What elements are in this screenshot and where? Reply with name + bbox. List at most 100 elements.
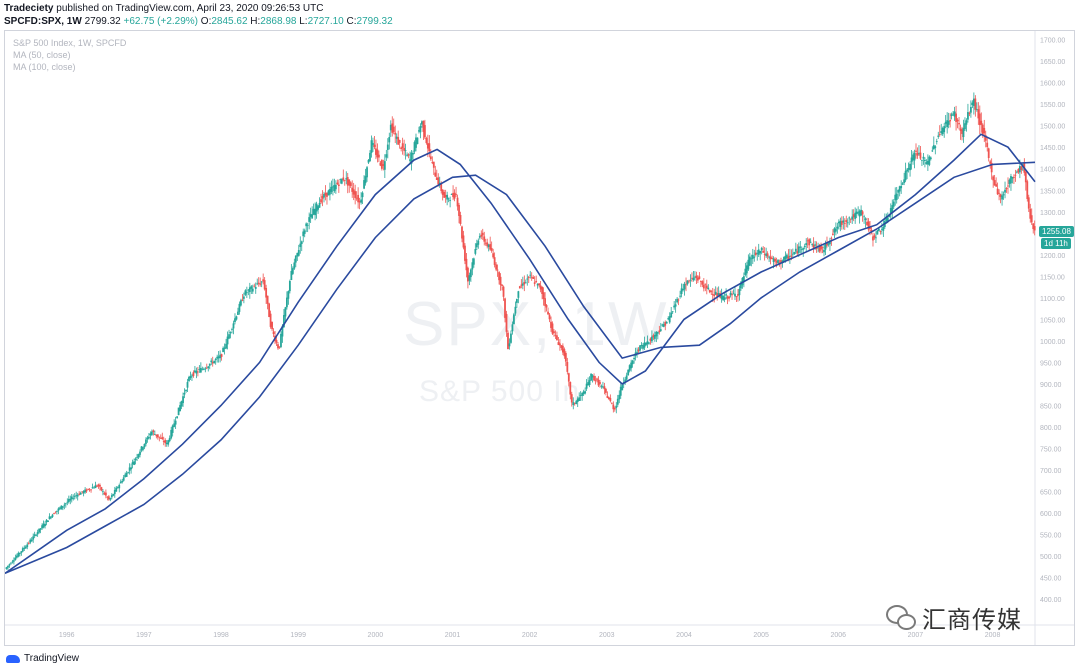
candle-body — [909, 163, 911, 171]
price-chart[interactable]: 400.00 450.00 500.00 550.00 600.00 650.00 700.… — [5, 31, 1074, 645]
candle-body — [18, 552, 21, 555]
y-tick-label: 1350.00 — [1040, 188, 1065, 195]
y-tick-label: 500.00 — [1040, 554, 1062, 561]
candle-body — [379, 162, 382, 166]
candle-body — [631, 360, 634, 365]
candle-body — [127, 471, 130, 473]
legend-ma100[interactable]: MA (100, close) — [13, 62, 76, 72]
candle-body — [662, 324, 665, 327]
candle-body — [198, 369, 201, 370]
candle-body — [346, 177, 349, 186]
candle-body — [407, 154, 410, 156]
candle-body — [581, 392, 584, 396]
candle-body — [188, 377, 190, 382]
chart-area[interactable]: SPX, 1W S&P 500 In 400.00 450.00 500.00 550… — [4, 30, 1075, 646]
candle-body — [437, 177, 440, 185]
candle-body — [551, 323, 554, 334]
candle-body — [462, 235, 465, 248]
candle-body — [177, 407, 180, 416]
candle-body — [487, 244, 490, 247]
candle-body — [1024, 171, 1027, 183]
candle-body — [956, 119, 959, 122]
candle-body — [866, 221, 868, 226]
candle-body — [771, 258, 773, 260]
candle-body — [323, 194, 325, 198]
candle-body — [467, 267, 469, 282]
candle-body — [327, 190, 330, 196]
candle-body — [812, 244, 815, 248]
candle-body — [97, 484, 100, 487]
candle-body — [788, 255, 791, 257]
candle-body — [986, 142, 989, 148]
candle-body — [404, 150, 407, 152]
candle-body — [64, 503, 67, 505]
candle-body — [305, 223, 308, 227]
candle-body — [998, 192, 1000, 194]
candle-body — [916, 152, 919, 156]
candle-body — [208, 363, 211, 366]
candle-body — [403, 147, 406, 151]
candle-body — [995, 184, 998, 187]
legend-ma50[interactable]: MA (50, close) — [13, 50, 71, 60]
candle-body — [242, 296, 245, 299]
y-tick-label: 1300.00 — [1040, 210, 1065, 217]
author-name[interactable]: Tradeciety — [4, 3, 54, 14]
candle-body — [740, 282, 742, 289]
candle-body — [91, 487, 94, 489]
candle-body — [961, 129, 963, 134]
candle-body — [967, 112, 969, 120]
candle-body — [599, 382, 601, 384]
legend-series[interactable]: S&P 500 Index, 1W, SPCFD — [13, 38, 127, 48]
candle-body — [431, 162, 434, 164]
candle-body — [103, 492, 106, 495]
candle-body — [775, 261, 778, 263]
candle-body — [204, 368, 207, 370]
candle-body — [683, 283, 686, 290]
candle-body — [257, 282, 260, 284]
candle-body — [889, 208, 892, 214]
candle-body — [671, 311, 674, 313]
candle-body — [27, 542, 30, 544]
candle-body — [391, 123, 394, 133]
candle-body — [79, 492, 82, 495]
candle-body — [383, 161, 386, 170]
candle-body — [281, 325, 284, 337]
wechat-icon — [886, 604, 916, 631]
candle-body — [125, 472, 128, 477]
candle-body — [337, 184, 340, 187]
candle-body — [605, 388, 607, 393]
candle-body — [596, 378, 598, 380]
candle-body — [456, 197, 459, 207]
candle-body — [692, 277, 695, 280]
candle-body — [63, 504, 66, 506]
candle-body — [903, 179, 906, 183]
candle-body — [115, 487, 118, 492]
candle-body — [959, 128, 962, 131]
candle-body — [680, 288, 683, 295]
candle-body — [211, 362, 214, 364]
candle-body — [428, 143, 431, 152]
candle-body — [720, 295, 723, 300]
candle-body — [556, 335, 558, 341]
candle-body — [922, 156, 925, 159]
candle-body — [480, 234, 483, 237]
candle-body — [520, 284, 523, 286]
candle-body — [999, 194, 1002, 197]
candle-body — [67, 499, 70, 502]
candle-body — [918, 152, 920, 154]
candle-body — [696, 277, 699, 281]
footer-brand[interactable]: TradingView — [6, 650, 79, 666]
candle-body — [265, 288, 268, 298]
tradingview-logo-icon — [6, 653, 20, 663]
y-tick-label: 950.00 — [1040, 360, 1062, 367]
candle-body — [535, 281, 538, 282]
candle-body — [464, 245, 466, 261]
candle-body — [150, 431, 153, 435]
candle-body — [711, 294, 714, 296]
candle-body — [590, 373, 592, 381]
candle-body — [394, 132, 397, 135]
candle-body — [142, 447, 144, 450]
candle-body — [833, 228, 836, 233]
candle-body — [232, 323, 235, 329]
candle-body — [974, 98, 977, 110]
